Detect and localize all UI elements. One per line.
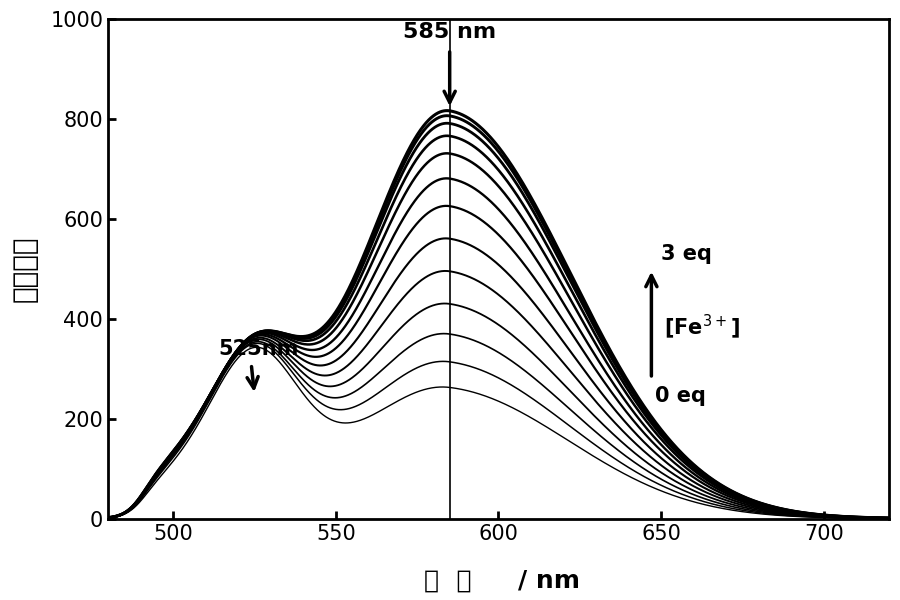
Text: 585 nm: 585 nm (403, 22, 496, 41)
Text: [Fe$^{3+}$]: [Fe$^{3+}$] (664, 312, 740, 341)
Text: 3 eq: 3 eq (662, 244, 712, 264)
Y-axis label: 荧光强度: 荧光强度 (11, 236, 39, 302)
Text: / nm: / nm (518, 569, 580, 593)
Text: 波  长: 波 长 (424, 569, 472, 593)
Text: 0 eq: 0 eq (654, 386, 706, 406)
Text: 525nm: 525nm (219, 339, 299, 359)
